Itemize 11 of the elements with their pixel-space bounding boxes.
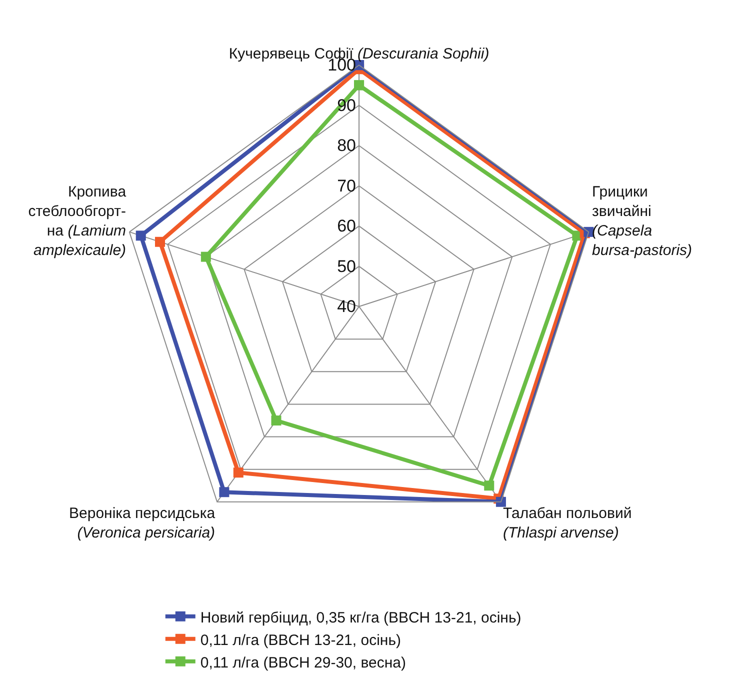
y-tick-label: 50 [337, 256, 356, 276]
spoke-label: Вероніка персидська (Veronica persicaria) [69, 505, 216, 542]
y-tick-label: 80 [337, 136, 356, 156]
y-tick-label: 70 [337, 176, 356, 196]
y-tick-label: 40 [337, 297, 356, 316]
y-tick-label: 60 [337, 216, 356, 236]
spoke-label: Талабан польовий (Thlaspi arvense) [503, 505, 632, 542]
legend-label: 0,11 л/га (BBCH 13-21, осінь) [200, 632, 402, 649]
legend-label: Новий гербіцид, 0,35 кг/га (BBCH 13-21, осінь) [200, 609, 522, 626]
spoke-label: Кропива стеблообгорт- на (Lamium amplexicaule) [28, 184, 127, 260]
legend-label: 0,11 л/га (BBCH 29-30, весна) [200, 654, 406, 672]
